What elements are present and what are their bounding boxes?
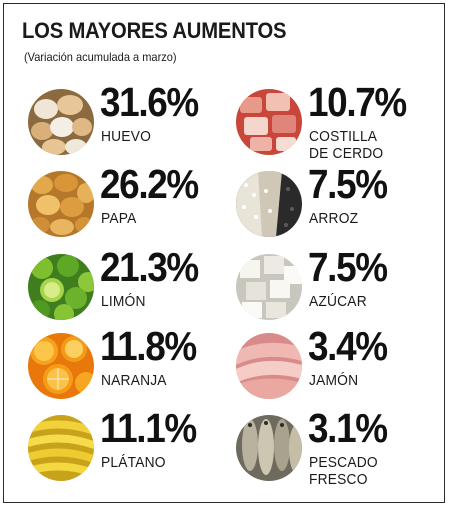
item-egg: 31.6% HUEVO [28, 82, 233, 169]
lemon-icon [28, 254, 94, 320]
item-potato: 26.2% PAPA [28, 164, 233, 251]
potato-icon [28, 171, 94, 237]
item-lemon: 21.3% LIMÓN [28, 247, 233, 334]
orange-icon [28, 333, 94, 399]
fish-icon [236, 415, 302, 481]
item-orange: 11.8% NARANJA [28, 326, 233, 413]
item-label: AZÚCAR [309, 293, 367, 310]
item-value: 21.3% [100, 244, 199, 290]
item-ham: 3.4% JAMÓN [236, 326, 441, 413]
item-label: COSTILLA DE CERDO [309, 128, 384, 162]
item-banana: 11.1% PLÁTANO [28, 408, 233, 495]
item-label: PAPA [101, 210, 137, 227]
item-label: ARROZ [309, 210, 359, 227]
item-label: PLÁTANO [101, 454, 166, 471]
item-value: 11.1% [100, 405, 197, 451]
item-value: 3.1% [308, 405, 388, 451]
egg-icon [28, 89, 94, 155]
item-label: HUEVO [101, 128, 151, 145]
item-label: NARANJA [101, 372, 167, 389]
rice-icon [236, 171, 302, 237]
item-value: 10.7% [308, 79, 407, 125]
page-subtitle: (Variación acumulada a marzo) [24, 50, 177, 64]
item-label: JAMÓN [309, 372, 359, 389]
item-pork-rib: 10.7% COSTILLA DE CERDO [236, 82, 441, 169]
item-rice: 7.5% ARROZ [236, 164, 441, 251]
item-sugar: 7.5% AZÚCAR [236, 247, 441, 334]
page-title: LOS MAYORES AUMENTOS [22, 18, 287, 43]
sugar-icon [236, 254, 302, 320]
banana-icon [28, 415, 94, 481]
item-label: LIMÓN [101, 293, 146, 310]
item-value: 7.5% [308, 161, 388, 207]
item-value: 26.2% [100, 161, 199, 207]
pork-rib-icon [236, 89, 302, 155]
item-value: 11.8% [100, 323, 197, 369]
item-value: 3.4% [308, 323, 388, 369]
item-value: 31.6% [100, 79, 199, 125]
item-value: 7.5% [308, 244, 388, 290]
item-label: PESCADO FRESCO [309, 454, 378, 488]
item-fish: 3.1% PESCADO FRESCO [236, 408, 441, 495]
ham-icon [236, 333, 302, 399]
